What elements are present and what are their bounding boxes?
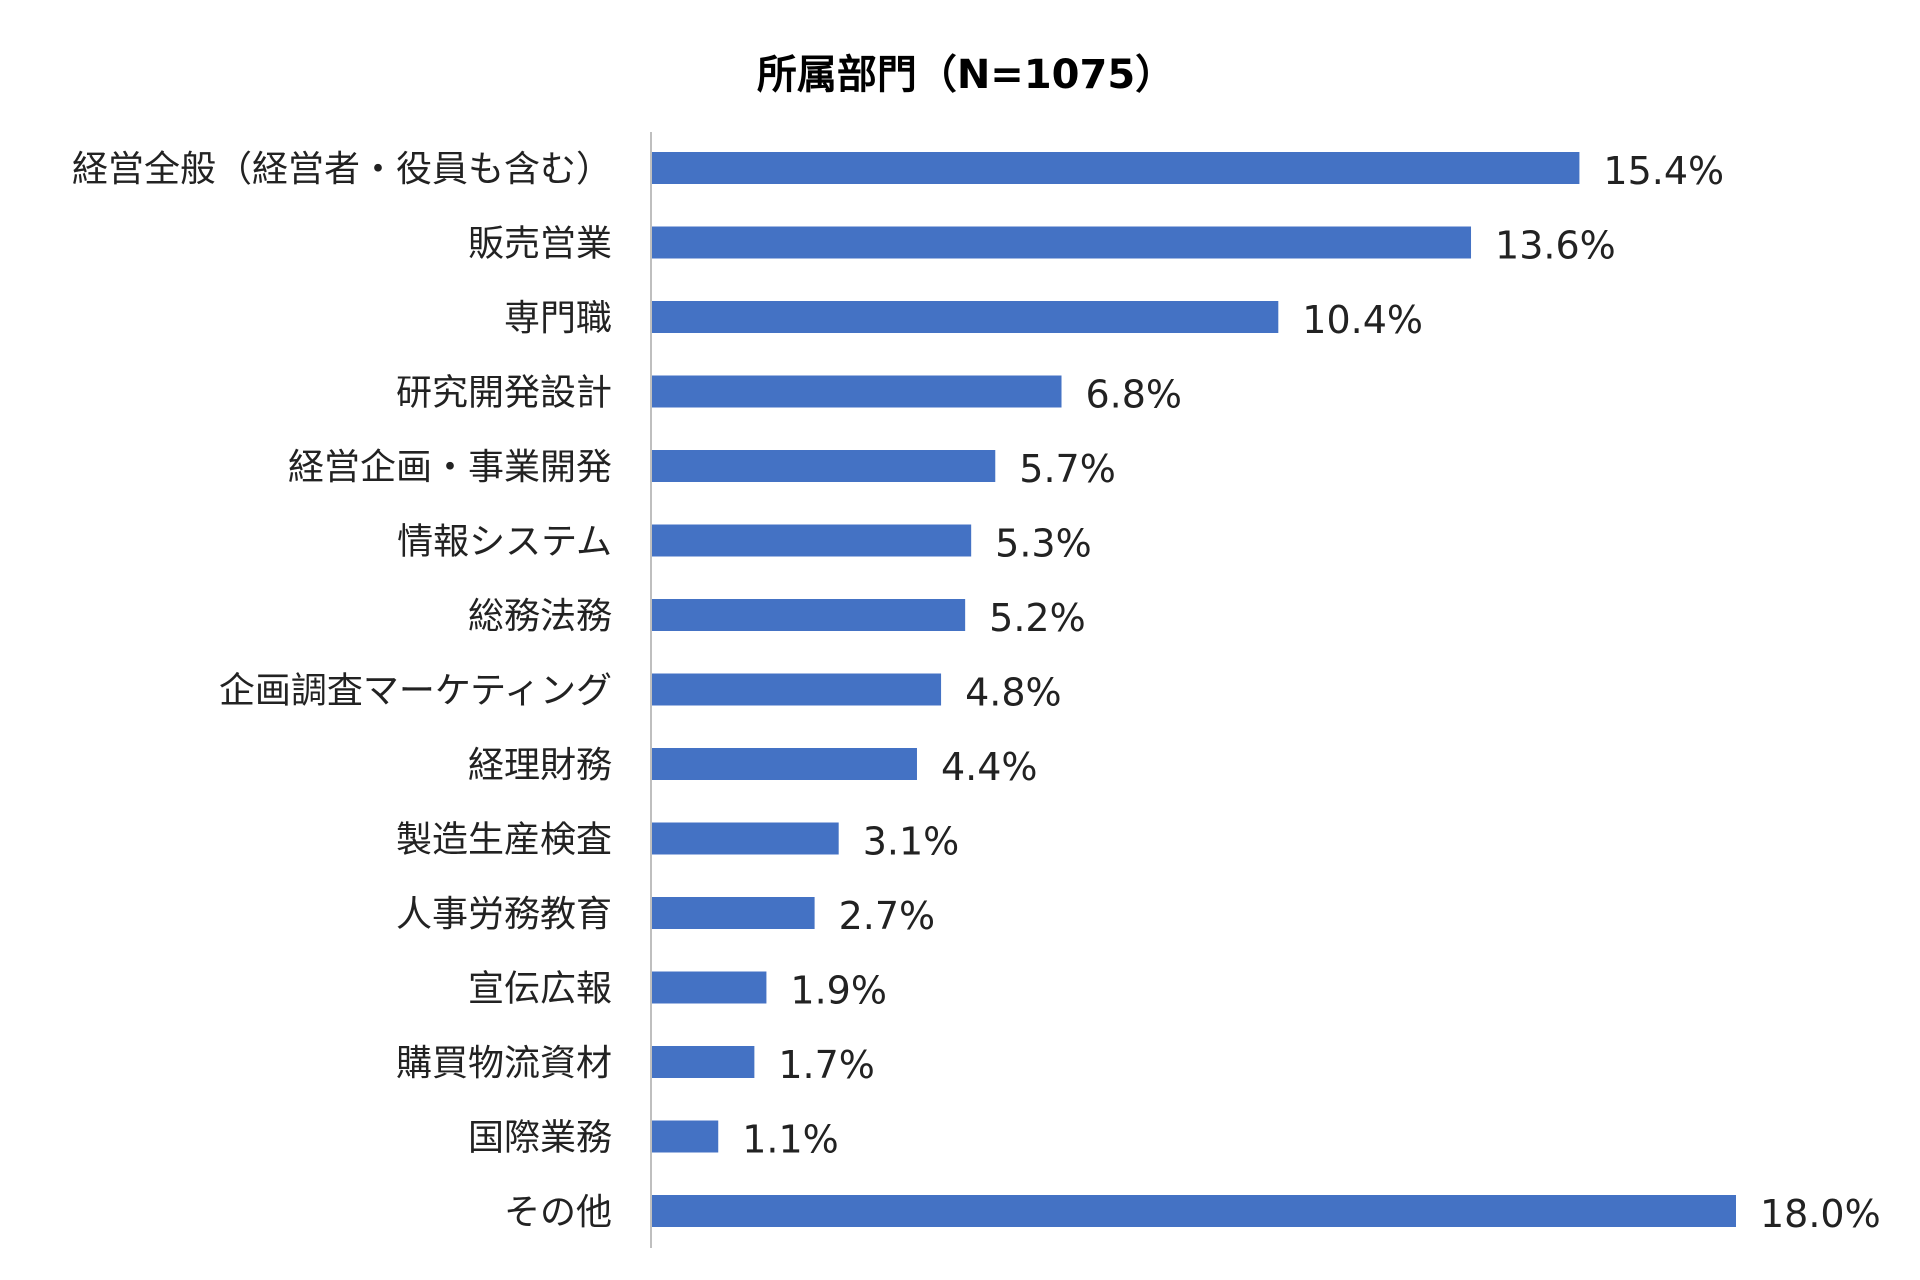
- category-label: 研究開発設計: [396, 373, 612, 414]
- bar: [652, 1120, 719, 1153]
- value-labels: 15.4% 13.6% 10.4% 6.8% 5.7% 5.3% 5.2% 4.8% 4.4% 3…: [742, 149, 1880, 1236]
- category-label: その他: [504, 1192, 612, 1233]
- category-label: 販売営業: [468, 224, 612, 265]
- category-label: 製造生産検査: [396, 820, 612, 861]
- bar: [652, 1195, 1736, 1227]
- value-label: 10.4%: [1302, 298, 1423, 342]
- category-label: 専門職: [504, 298, 612, 339]
- value-label: 15.4%: [1603, 149, 1724, 193]
- bar: [652, 599, 966, 631]
- bar: [652, 375, 1062, 408]
- bar: [652, 524, 972, 557]
- bars-layer: [652, 152, 1736, 1227]
- category-label: 経営企画・事業開発: [288, 447, 612, 488]
- value-label: 3.1%: [863, 820, 960, 864]
- bar: [652, 226, 1472, 259]
- bar: [652, 897, 815, 929]
- value-label: 1.1%: [742, 1118, 839, 1162]
- chart-title: 所属部門（N=1075）: [757, 52, 1175, 98]
- bar: [652, 1046, 755, 1078]
- category-label: 経理財務: [468, 745, 612, 786]
- category-label: 情報システム: [397, 522, 612, 563]
- value-label: 18.0%: [1760, 1192, 1881, 1236]
- bar: [652, 673, 942, 706]
- value-label: 13.6%: [1495, 224, 1616, 268]
- category-label: 総務法務: [468, 596, 612, 637]
- value-label: 1.7%: [778, 1043, 875, 1087]
- value-label: 4.4%: [941, 745, 1038, 789]
- category-label: 宣伝広報: [468, 969, 612, 1010]
- category-labels: 経営全般（経営者・役員も含む） 販売営業専門職研究開発設計経営企画・事業開発情報シ…: [72, 149, 612, 1233]
- value-label: 5.7%: [1019, 447, 1116, 491]
- bar: [652, 152, 1580, 184]
- bar: [652, 748, 917, 780]
- value-label: 5.3%: [995, 522, 1092, 566]
- category-label: 経営全般（経営者・役員も含む）: [72, 149, 612, 190]
- value-label: 4.8%: [965, 671, 1062, 715]
- value-label: 2.7%: [839, 894, 936, 938]
- bar: [652, 450, 996, 482]
- bar: [652, 301, 1279, 333]
- bar: [652, 822, 839, 855]
- bar: [652, 971, 767, 1004]
- value-label: 5.2%: [989, 596, 1086, 640]
- category-label: 国際業務: [468, 1118, 612, 1159]
- value-label: 6.8%: [1086, 373, 1183, 417]
- value-label: 1.9%: [790, 969, 887, 1013]
- category-label: 企画調査マーケティング: [219, 671, 612, 712]
- category-label: 購買物流資材: [396, 1043, 612, 1084]
- category-label: 人事労務教育: [396, 894, 612, 935]
